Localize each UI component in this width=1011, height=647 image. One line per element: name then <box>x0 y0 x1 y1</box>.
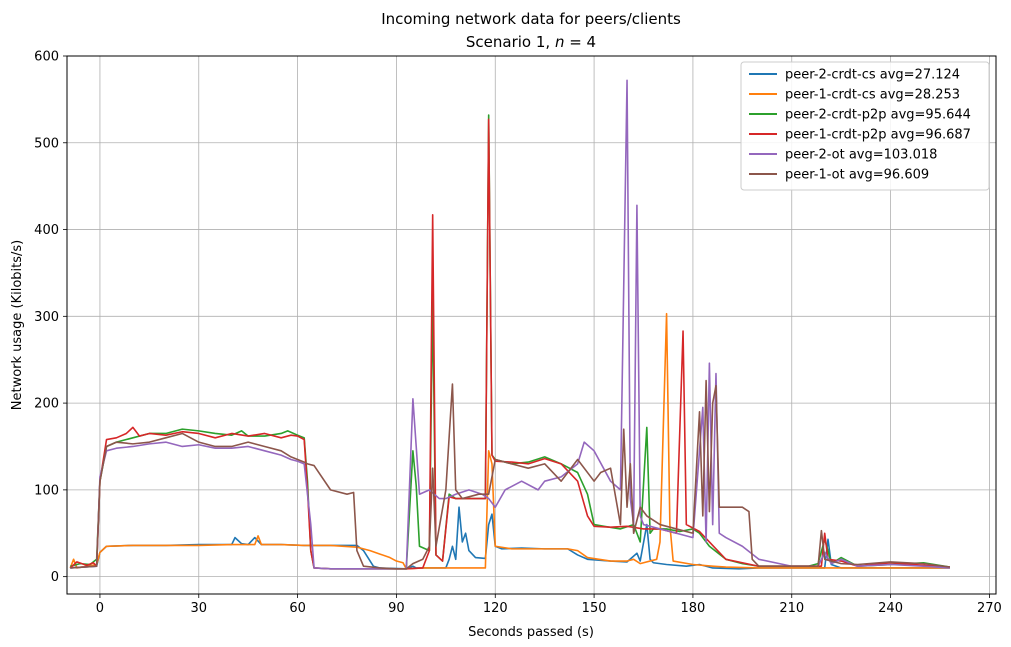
x-tick-label: 150 <box>582 601 607 616</box>
plot-area-frame <box>66 55 997 595</box>
x-tick-label: 90 <box>388 601 405 616</box>
x-tick-label: 180 <box>681 601 706 616</box>
x-tick-label: 30 <box>190 601 207 616</box>
y-axis-title: Network usage (Kilobits/s) <box>10 240 25 411</box>
legend-label: peer-2-crdt-cs avg=27.124 <box>785 68 960 83</box>
x-axis-title: Seconds passed (s) <box>468 625 594 640</box>
legend-label: peer-1-crdt-cs avg=28.253 <box>785 88 960 103</box>
x-tick-label: 120 <box>483 601 508 616</box>
legend-label: peer-2-crdt-p2p avg=95.644 <box>785 108 971 123</box>
y-tick-label: 0 <box>51 570 59 585</box>
chart-subtitle-suffix: = 4 <box>564 33 596 51</box>
chart-title: Incoming network data for peers/clients <box>381 10 681 28</box>
legend-label: peer-1-ot avg=96.609 <box>785 168 929 183</box>
legend-label: peer-1-crdt-p2p avg=96.687 <box>785 128 971 143</box>
y-tick-label: 400 <box>34 223 59 238</box>
legend: peer-2-crdt-cs avg=27.124 peer-1-crdt-cs … <box>740 61 990 191</box>
y-tick-label: 100 <box>34 483 59 498</box>
x-tick-label: 270 <box>977 601 1002 616</box>
axis-ticks: 0 30 60 90 120 150 180 210 240 270 0 100 200 300 400 50… <box>34 50 1002 617</box>
y-tick-label: 200 <box>34 397 59 412</box>
y-tick-label: 500 <box>34 136 59 151</box>
chart-subtitle: Scenario 1, n = 4 <box>466 33 596 51</box>
plot-series <box>69 79 951 570</box>
legend-box <box>740 61 990 191</box>
x-tick-label: 60 <box>289 601 306 616</box>
chart-subtitle-prefix: Scenario 1, <box>466 33 555 51</box>
x-tick-label: 0 <box>96 601 104 616</box>
legend-label: peer-2-ot avg=103.018 <box>785 148 937 163</box>
y-tick-label: 300 <box>34 310 59 325</box>
series-line <box>70 379 950 570</box>
x-tick-label: 210 <box>779 601 804 616</box>
series-line <box>70 79 950 570</box>
y-tick-label: 600 <box>34 50 59 65</box>
chart-subtitle-variable: n <box>555 33 565 51</box>
series-line <box>69 118 950 570</box>
x-tick-label: 240 <box>878 601 903 616</box>
series-line <box>69 312 950 570</box>
